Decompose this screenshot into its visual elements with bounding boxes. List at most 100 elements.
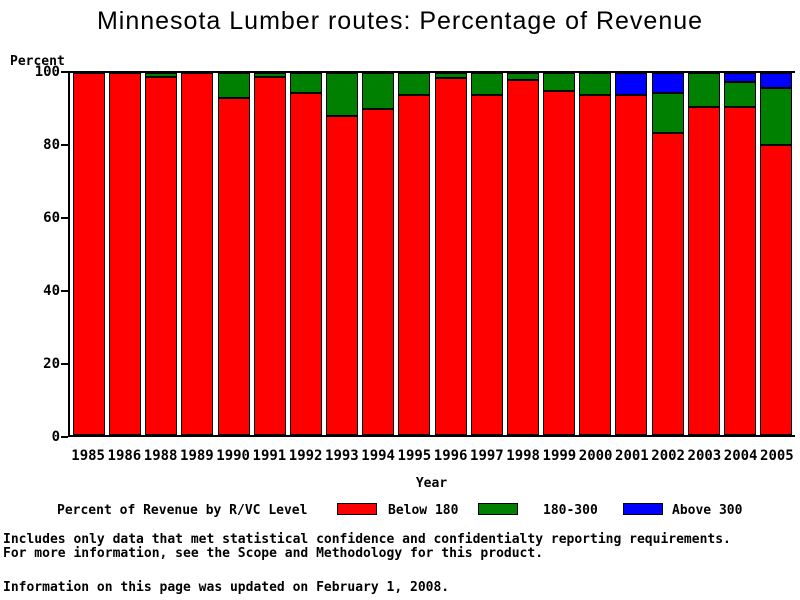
bar-segment-180-300 (651, 92, 684, 133)
bar-segment-180-300 (289, 73, 322, 93)
bar-segment-below-180 (759, 145, 792, 435)
y-axis-tick (61, 144, 68, 146)
footnote-line-1: Includes only data that met statistical … (3, 532, 731, 547)
year-label-1989: 1989 (180, 448, 214, 464)
bar-segment-below-180 (687, 107, 720, 435)
bar-segment-180-300 (687, 73, 720, 108)
legend-label-below-180: Below 180 (388, 503, 459, 518)
bar-segment-below-180 (434, 78, 467, 435)
y-axis-tick-label: 20 (43, 356, 60, 372)
chart-title: Minnesota Lumber routes: Percentage of R… (96, 7, 704, 35)
legend-title: Percent of Revenue by R/VC Level (57, 503, 308, 518)
y-axis-tick-label: 0 (51, 429, 60, 445)
bar-segment-below-180 (326, 116, 359, 435)
legend-label-above-300: Above 300 (672, 503, 743, 518)
bar-segment-above-300 (723, 73, 756, 83)
bar-segment-below-180 (398, 94, 431, 435)
bar-1993 (326, 73, 359, 435)
legend-swatch-above-300 (623, 503, 663, 515)
bar-1997 (470, 73, 503, 435)
year-label-2002: 2002 (651, 448, 685, 464)
bar-segment-180-300 (506, 73, 539, 81)
bar-segment-below-180 (217, 98, 250, 435)
y-axis-tick (61, 436, 68, 438)
bar-1989 (181, 73, 214, 435)
bar-segment-180-300 (759, 87, 792, 146)
year-label-2004: 2004 (723, 448, 758, 464)
bar-segment-below-180 (651, 132, 684, 435)
bar-2002 (651, 73, 684, 435)
bar-2005 (759, 73, 792, 435)
bar-segment-below-180 (723, 107, 756, 435)
footnote-line-3: Information on this page was updated on … (3, 580, 450, 595)
bar-1994 (362, 73, 395, 435)
legend-swatch-below-180 (337, 503, 377, 515)
bar-2004 (723, 73, 756, 435)
legend-label-180-300: 180-300 (543, 503, 598, 518)
year-label-1994: 1994 (361, 448, 395, 464)
bar-1990 (217, 73, 250, 435)
bar-segment-above-300 (615, 73, 648, 95)
bar-segment-below-180 (289, 92, 322, 435)
bar-segment-below-180 (579, 94, 612, 435)
bar-1995 (398, 73, 431, 435)
year-label-1993: 1993 (325, 448, 359, 464)
year-label-1996: 1996 (433, 448, 468, 464)
plot-area (68, 71, 795, 437)
y-axis-tick (61, 363, 68, 365)
bar-segment-180-300 (362, 73, 395, 110)
y-axis-tick (61, 217, 68, 219)
bar-segment-above-300 (759, 73, 792, 88)
bar-segment-above-300 (651, 73, 684, 93)
year-label-2005: 2005 (760, 448, 794, 464)
x-axis-title: Year (415, 476, 448, 491)
y-axis-tick-label: 80 (43, 137, 60, 153)
y-axis-tick (61, 290, 68, 292)
bars (70, 73, 795, 435)
bar-1985 (73, 73, 105, 435)
y-axis-tick-label: 100 (34, 64, 60, 80)
y-axis-title: Percent (10, 54, 65, 69)
bar-segment-below-180 (362, 109, 395, 435)
bar-segment-180-300 (723, 82, 756, 108)
bar-1991 (253, 73, 286, 435)
year-label-1999: 1999 (542, 448, 577, 464)
year-label-2001: 2001 (615, 448, 649, 464)
bar-segment-below-180 (145, 76, 178, 435)
year-label-1991: 1991 (252, 448, 287, 464)
bar-1998 (506, 73, 539, 435)
bar-segment-below-180 (543, 91, 576, 435)
bar-segment-180-300 (543, 73, 576, 92)
year-label-1997: 1997 (470, 448, 504, 464)
bar-segment-180-300 (253, 73, 286, 77)
bar-segment-180-300 (326, 73, 359, 117)
bar-segment-below-180 (506, 80, 539, 435)
bar-segment-180-300 (398, 73, 431, 95)
year-label-1985: 1985 (71, 448, 105, 464)
bar-segment-180-300 (434, 73, 467, 79)
year-label-1986: 1986 (107, 448, 142, 464)
bar-2000 (579, 73, 612, 435)
bar-1992 (289, 73, 322, 435)
bar-segment-below-180 (181, 73, 214, 435)
year-label-1995: 1995 (397, 448, 432, 464)
year-label-1990: 1990 (216, 448, 250, 464)
year-label-2003: 2003 (687, 448, 722, 464)
x-axis-labels: 1985 1986 1988 1989 1990 1991 1992 1993 1994 1995… (70, 448, 795, 464)
bar-segment-below-180 (73, 73, 105, 435)
bar-segment-180-300 (145, 73, 178, 77)
bar-segment-180-300 (579, 73, 612, 95)
bar-segment-below-180 (615, 94, 648, 435)
bar-1996 (434, 73, 467, 435)
bar-1986 (109, 73, 142, 435)
bar-segment-below-180 (253, 76, 286, 435)
bar-segment-180-300 (470, 73, 503, 95)
y-axis-tick (61, 71, 68, 73)
y-axis-tick-label: 40 (43, 283, 60, 299)
bar-segment-180-300 (217, 73, 250, 99)
bar-1988 (145, 73, 178, 435)
bar-segment-below-180 (470, 94, 503, 435)
year-label-1988: 1988 (143, 448, 178, 464)
bar-segment-below-180 (109, 73, 142, 435)
